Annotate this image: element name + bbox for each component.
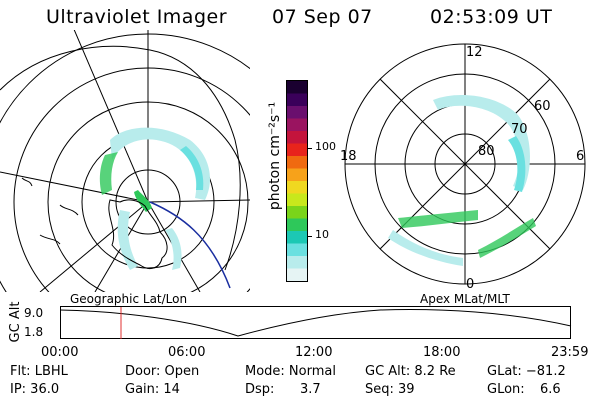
colorbar-segment [287,106,307,119]
timeline-ylabel-container: GC Alt [6,302,26,343]
altitude-timeline [60,306,572,339]
colorbar-segment [287,143,307,157]
mode-info: Mode: Normal [245,364,336,379]
timeline-ylabel: GC Alt [8,301,23,343]
glon-value: 6.6 [540,382,561,397]
colorbar-tick-100 [307,148,312,149]
colorbar-segment [287,193,307,207]
colorbar-segment [287,231,307,244]
timeline-ybottom: 1.8 [24,325,44,339]
meridian [0,171,149,203]
colorbar-segment [287,81,307,94]
dsp-value: 3.7 [300,382,321,397]
mlt-label-18: 18 [340,149,357,164]
meridian [73,30,149,203]
mlat-label-70: 70 [511,122,528,137]
geographic-map [0,30,250,292]
apex-map: 12 0 18 6 60 70 80 [340,43,586,292]
colorbar-gradient [287,81,307,282]
door-info: Door: Open [125,364,200,379]
colorbar-segment [287,118,307,132]
colorbar-segment [287,181,307,194]
colorbar-segment [287,256,307,269]
xtick-2: 12:00 [295,345,333,360]
right-map-label: Apex MLat/MLT [420,292,510,306]
left-map-label: Geographic Lat/Lon [70,292,188,306]
gc-alt-info: GC Alt: 8.2 Re [365,364,456,379]
colorbar-segment [287,243,307,257]
satellite-track [149,201,231,289]
meridian [39,201,149,292]
horizon-line [0,45,241,271]
mlat-label-80: 80 [478,144,495,159]
coastline [59,204,79,216]
colorbar [286,80,308,282]
gain-info: Gain: 14 [125,382,180,397]
colorbar-tick-10 [307,236,312,237]
auroral-emission [388,95,536,266]
colorbar-segment [287,168,307,182]
colorbar-segment [287,268,307,282]
colorbar-segment [287,218,307,232]
mlat-label-60: 60 [534,99,551,114]
glon-label: GLon: [487,382,525,397]
timeline-frame [60,306,571,339]
colorbar-label-10: 10 [315,228,329,241]
time-label: 02:53:09 UT [430,6,553,28]
xtick-4: 23:59 [551,345,589,360]
ip-info: IP: 36.0 [10,382,60,397]
xtick-0: 00:00 [41,345,79,360]
date-label: 07 Sep 07 [272,6,373,28]
xtick-1: 06:00 [168,345,206,360]
coastline [39,234,61,245]
seq-info: Seq: 39 [365,382,415,397]
colorbar-unit-label: photon cm⁻²s⁻¹ [267,101,283,211]
instrument-title: Ultraviolet Imager [46,6,228,28]
coastline [21,177,33,187]
timeline-ytop: 9.0 [24,306,44,320]
dsp-label: Dsp: [245,382,275,397]
colorbar-segment [287,156,307,169]
altitude-curve [60,309,572,337]
xtick-3: 18:00 [423,345,461,360]
colorbar-segment [287,206,307,219]
mlt-label-0: 0 [466,277,474,292]
mlt-label-12: 12 [466,45,483,60]
glat-info: GLat: −81.2 [487,364,566,379]
meridian [147,199,250,203]
continent-outline [108,199,168,269]
colorbar-segment [287,93,307,107]
colorbar-label-100: 100 [315,140,336,153]
colorbar-segment [287,131,307,144]
flt-info: Flt: LBHL [10,364,68,379]
mlt-label-6: 6 [576,149,584,164]
